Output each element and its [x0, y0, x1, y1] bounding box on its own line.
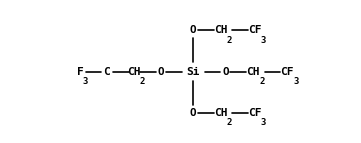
Text: O: O — [157, 66, 164, 77]
Text: 3: 3 — [261, 118, 266, 127]
Text: 2: 2 — [227, 36, 232, 45]
Text: CF: CF — [248, 108, 261, 118]
Text: CH: CH — [214, 108, 227, 118]
Text: O: O — [222, 66, 229, 77]
Text: 3: 3 — [293, 77, 299, 86]
Text: 3: 3 — [261, 36, 266, 45]
Text: Si: Si — [186, 66, 200, 77]
Text: O: O — [190, 25, 196, 35]
Text: CF: CF — [280, 66, 294, 77]
Text: O: O — [190, 108, 196, 118]
Text: F: F — [77, 66, 84, 77]
Text: CH: CH — [246, 66, 260, 77]
Text: CH: CH — [127, 66, 140, 77]
Text: 2: 2 — [259, 77, 265, 86]
Text: CF: CF — [248, 25, 261, 35]
Text: 2: 2 — [140, 77, 145, 86]
Text: CH: CH — [214, 25, 227, 35]
Text: 2: 2 — [227, 118, 232, 127]
Text: 3: 3 — [83, 77, 88, 86]
Text: C: C — [103, 66, 110, 77]
